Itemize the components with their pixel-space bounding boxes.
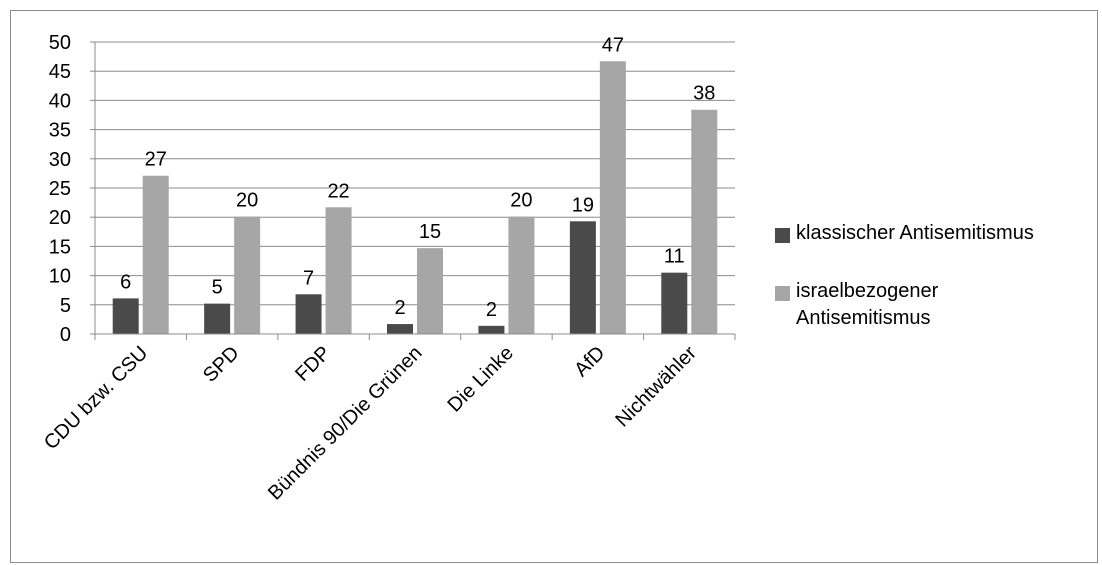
category-label: FDP [291, 342, 335, 386]
y-tick-label: 0 [60, 324, 71, 346]
bar-klassisch [661, 272, 688, 334]
y-tick-label: 45 [49, 61, 71, 83]
bar-klassisch [204, 303, 231, 334]
value-label: 2 [486, 299, 497, 321]
legend-label-klassisch: klassischer Antisemitismus [796, 222, 1034, 244]
value-label: 27 [145, 149, 167, 171]
value-label: 22 [327, 180, 349, 202]
category-label: Nichtwähler [611, 342, 701, 432]
y-tick-label: 40 [49, 90, 71, 112]
legend: klassischer Antisemitismus israelbezogen… [775, 220, 1075, 332]
legend-item-israelbezogen: israelbezogener Antisemitismus [775, 278, 1075, 332]
value-label: 7 [303, 267, 314, 289]
bar-klassisch [112, 298, 139, 334]
y-tick-label: 25 [49, 178, 71, 200]
value-label: 5 [212, 277, 223, 299]
chart-frame [10, 10, 1098, 563]
category-label: Die Linke [443, 342, 518, 417]
y-tick-label: 5 [60, 295, 71, 317]
category-label: SPD [199, 342, 244, 387]
bar-israelbezogen [417, 248, 443, 334]
bar-israelbezogen [599, 61, 626, 334]
x-axis [94, 42, 736, 340]
value-label: 2 [394, 297, 405, 319]
bar-klassisch [478, 325, 505, 334]
value-label: 15 [419, 221, 441, 243]
value-label: 20 [236, 190, 258, 212]
bar-israelbezogen [142, 175, 169, 334]
y-axis-ticks: 0 5 10 15 20 25 30 35 40 45 50 [49, 32, 95, 346]
legend-swatch-klassisch [775, 228, 790, 243]
value-label: 11 [664, 246, 685, 268]
bars [112, 61, 718, 334]
category-label: AfD [570, 342, 609, 381]
category-label: CDU bzw. CSU [40, 342, 152, 454]
y-tick-label: 10 [49, 266, 71, 288]
bar-klassisch [387, 324, 413, 334]
value-label: 47 [602, 34, 624, 56]
legend-swatch-israelbezogen [775, 286, 790, 301]
value-label: 19 [572, 194, 594, 216]
bar-klassisch [569, 221, 596, 334]
bar-israelbezogen [508, 216, 535, 334]
y-tick-label: 50 [49, 32, 71, 54]
bar-israelbezogen [691, 109, 718, 334]
category-label: Bündnis 90/Die Grünen [264, 342, 427, 505]
y-tick-label: 20 [49, 207, 71, 229]
gridlines [95, 41, 735, 306]
bar-israelbezogen [234, 216, 261, 334]
y-tick-label: 35 [49, 120, 71, 142]
y-tick-label: 15 [49, 236, 71, 258]
value-label: 38 [693, 83, 715, 105]
legend-item-klassisch: klassischer Antisemitismus [775, 220, 1075, 247]
value-label: 20 [510, 190, 532, 212]
y-tick-label: 30 [49, 149, 71, 171]
value-label: 6 [120, 271, 131, 293]
legend-label-israelbezogen: israelbezogener Antisemitismus [796, 280, 939, 329]
bar-israelbezogen [325, 207, 352, 334]
bar-klassisch [295, 294, 322, 334]
